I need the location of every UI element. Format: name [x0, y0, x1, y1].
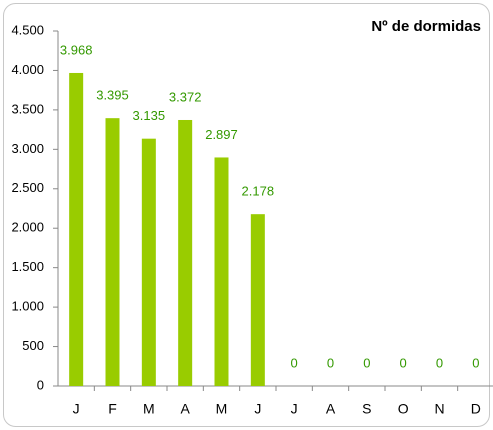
bar [141, 138, 156, 386]
x-tick-label: S [362, 401, 371, 417]
y-tick-label: 4.500 [11, 22, 44, 37]
y-tick-label: 2.000 [11, 220, 44, 235]
value-label: 0 [436, 355, 443, 370]
x-tick-label: J [291, 401, 298, 417]
value-label: 0 [400, 355, 407, 370]
x-tick-label: O [398, 401, 409, 417]
x-tick-label: D [471, 401, 481, 417]
value-label: 2.897 [205, 127, 238, 142]
value-label: 0 [327, 355, 334, 370]
x-tick-label: A [326, 401, 336, 417]
value-label: 3.135 [133, 108, 166, 123]
x-tick-label: J [73, 401, 80, 417]
value-label: 3.395 [96, 88, 129, 103]
value-label: 0 [363, 355, 370, 370]
x-tick-label: N [434, 401, 444, 417]
y-tick-label: 3.000 [11, 141, 44, 156]
value-label: 3.372 [169, 89, 202, 104]
value-label: 2.178 [242, 184, 275, 199]
value-label: 3.968 [60, 42, 93, 57]
y-tick-label: 3.500 [11, 101, 44, 116]
value-label: 0 [472, 355, 479, 370]
y-tick-label: 500 [22, 338, 44, 353]
y-tick-label: 1.500 [11, 259, 44, 274]
y-tick-label: 4.000 [11, 62, 44, 77]
y-tick-label: 2.500 [11, 180, 44, 195]
value-label: 0 [291, 355, 298, 370]
bar [69, 72, 84, 387]
x-tick-label: M [143, 401, 155, 417]
x-tick-label: A [180, 401, 190, 417]
x-tick-label: M [216, 401, 228, 417]
bar [250, 214, 265, 386]
y-tick-label: 1.000 [11, 299, 44, 314]
bar [105, 118, 120, 386]
bar [214, 157, 229, 386]
chart-title: Nº de dormidas [371, 18, 481, 35]
chart-frame [3, 3, 490, 427]
x-tick-label: J [254, 401, 261, 417]
y-tick-label: 0 [37, 377, 44, 392]
bar [178, 119, 193, 386]
x-tick-label: F [108, 401, 117, 417]
